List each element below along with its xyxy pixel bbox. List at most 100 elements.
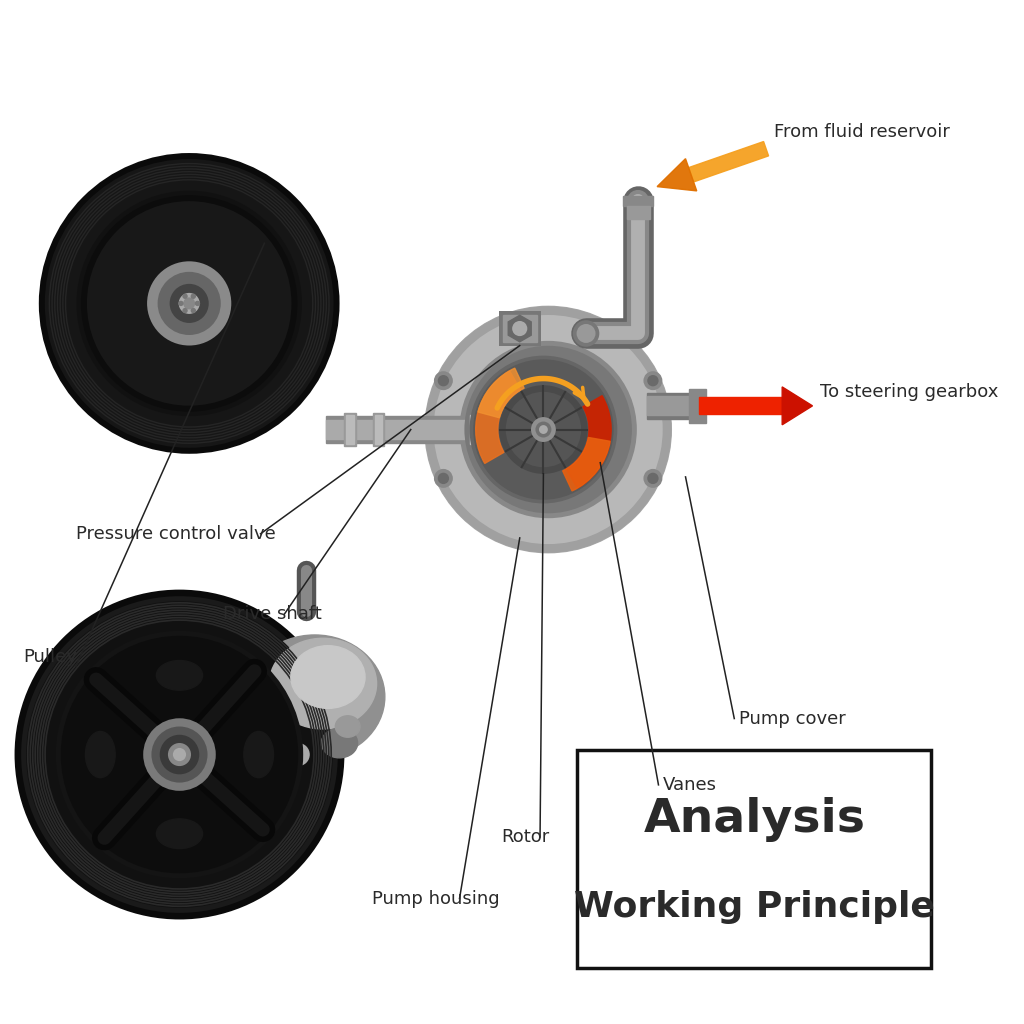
Circle shape xyxy=(647,473,658,484)
Bar xyxy=(623,196,653,206)
Bar xyxy=(689,389,707,423)
Ellipse shape xyxy=(322,728,357,758)
Text: Vanes: Vanes xyxy=(664,776,717,794)
Bar xyxy=(578,750,932,968)
Circle shape xyxy=(77,190,302,416)
Circle shape xyxy=(39,153,340,454)
Bar xyxy=(647,396,698,416)
Circle shape xyxy=(643,372,663,390)
Circle shape xyxy=(279,735,318,774)
Circle shape xyxy=(26,601,333,908)
Ellipse shape xyxy=(478,342,656,517)
Circle shape xyxy=(182,294,187,299)
Circle shape xyxy=(22,596,338,912)
Circle shape xyxy=(520,411,558,449)
Circle shape xyxy=(190,294,196,299)
Circle shape xyxy=(425,306,672,553)
Bar xyxy=(326,417,539,442)
Bar xyxy=(326,420,539,439)
Polygon shape xyxy=(782,387,812,425)
Circle shape xyxy=(509,399,569,460)
Text: Rotor: Rotor xyxy=(502,828,550,846)
Circle shape xyxy=(160,735,200,774)
Wedge shape xyxy=(562,437,610,490)
Circle shape xyxy=(433,315,663,544)
Circle shape xyxy=(435,316,662,543)
Circle shape xyxy=(45,159,334,447)
Text: Pump housing: Pump housing xyxy=(372,890,500,907)
Bar xyxy=(499,311,541,345)
Circle shape xyxy=(60,636,298,873)
Circle shape xyxy=(437,473,450,484)
Circle shape xyxy=(506,392,581,467)
Bar xyxy=(498,416,506,443)
Polygon shape xyxy=(508,315,531,342)
Wedge shape xyxy=(478,369,524,418)
Circle shape xyxy=(577,324,596,343)
Circle shape xyxy=(183,297,196,309)
Circle shape xyxy=(539,425,548,434)
Ellipse shape xyxy=(291,646,365,709)
Text: Pulley: Pulley xyxy=(24,648,78,666)
Wedge shape xyxy=(566,395,611,488)
Circle shape xyxy=(470,355,617,504)
Circle shape xyxy=(425,306,672,553)
Wedge shape xyxy=(476,371,520,464)
Bar xyxy=(470,416,477,443)
Circle shape xyxy=(143,718,216,791)
Text: Analysis: Analysis xyxy=(643,797,865,842)
Circle shape xyxy=(434,372,453,390)
Circle shape xyxy=(647,375,658,386)
Bar xyxy=(496,414,508,445)
Circle shape xyxy=(87,201,292,406)
Circle shape xyxy=(182,308,187,313)
Circle shape xyxy=(531,417,556,442)
Text: Pump cover: Pump cover xyxy=(739,710,846,727)
Circle shape xyxy=(460,341,637,518)
Circle shape xyxy=(536,422,551,437)
Circle shape xyxy=(190,308,196,313)
Bar xyxy=(503,315,537,342)
Circle shape xyxy=(152,726,208,782)
Circle shape xyxy=(473,359,613,500)
Ellipse shape xyxy=(245,635,385,759)
Ellipse shape xyxy=(157,660,203,690)
Bar xyxy=(468,414,479,445)
Ellipse shape xyxy=(85,731,115,777)
Polygon shape xyxy=(688,141,769,182)
Circle shape xyxy=(147,261,231,345)
Bar xyxy=(346,416,354,443)
Ellipse shape xyxy=(470,336,660,523)
Bar xyxy=(647,392,698,419)
Circle shape xyxy=(572,321,599,347)
Bar xyxy=(373,414,384,445)
Circle shape xyxy=(170,284,209,323)
Circle shape xyxy=(168,743,191,766)
Circle shape xyxy=(434,469,453,487)
Text: Drive shaft: Drive shaft xyxy=(222,605,322,624)
Text: Pressure control valve: Pressure control valve xyxy=(76,524,275,543)
Ellipse shape xyxy=(244,731,273,777)
Circle shape xyxy=(195,301,200,306)
Circle shape xyxy=(437,375,450,386)
Circle shape xyxy=(173,748,186,761)
Circle shape xyxy=(81,196,297,412)
Bar xyxy=(627,206,649,219)
Polygon shape xyxy=(698,397,782,415)
Text: From fluid reservoir: From fluid reservoir xyxy=(774,123,949,140)
Circle shape xyxy=(14,590,344,920)
Text: To steering gearbox: To steering gearbox xyxy=(820,383,998,400)
Circle shape xyxy=(465,346,632,513)
Circle shape xyxy=(501,391,577,467)
Circle shape xyxy=(158,271,221,335)
Bar xyxy=(375,416,382,443)
Circle shape xyxy=(643,469,663,487)
Ellipse shape xyxy=(269,638,377,729)
Bar xyxy=(344,414,355,445)
Ellipse shape xyxy=(335,716,360,737)
Circle shape xyxy=(55,631,303,879)
Circle shape xyxy=(499,385,588,474)
Ellipse shape xyxy=(157,819,203,849)
Circle shape xyxy=(178,301,183,306)
Text: Working Principle: Working Principle xyxy=(573,890,935,924)
